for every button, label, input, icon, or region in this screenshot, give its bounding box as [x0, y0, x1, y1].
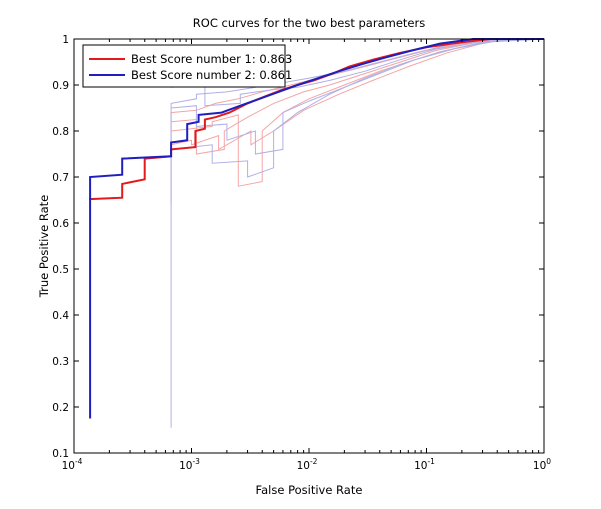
y-axis-ticks: 0.1 0.2 0.3 0.4 0.5 0.6 0.7 0.8 0.9 1: [52, 34, 544, 460]
legend-box: [82, 44, 286, 88]
x-tick-label: 10-4: [62, 457, 83, 472]
y-tick-label: 0.1: [52, 448, 69, 460]
y-tick-label: 0.3: [52, 356, 69, 368]
y-tick-label: 0.6: [52, 218, 69, 230]
background-curve-2: [171, 38, 545, 155]
x-axis-ticks: 10-4 10-3 10-2 10-1 100: [62, 39, 551, 472]
legend: Best Score number 1: 0.863 Best Score nu…: [82, 44, 292, 88]
x-tick-label: 10-1: [414, 457, 435, 472]
y-tick-label: 0.4: [52, 310, 69, 322]
y-tick-label: 0.7: [52, 172, 69, 184]
legend-label-series-2: Best Score number 2: 0.861: [131, 68, 292, 82]
y-tick-label: 0.5: [52, 264, 69, 276]
y-tick-label: 0.2: [52, 402, 69, 414]
y-tick-label: 0.8: [52, 126, 69, 138]
best-curves: [89, 38, 544, 419]
y-tick-label: 1: [62, 34, 69, 46]
background-curves: [170, 38, 545, 428]
legend-label-series-1: Best Score number 1: 0.863: [131, 52, 292, 66]
background-curve-7: [171, 38, 545, 155]
x-axis-label: False Positive Rate: [256, 483, 363, 497]
x-tick-label: 10-3: [179, 457, 200, 472]
x-tick-label: 100: [533, 457, 551, 472]
x-tick-label: 10-2: [297, 457, 318, 472]
y-tick-label: 0.9: [52, 80, 69, 92]
background-curve-5: [170, 38, 544, 428]
background-curve-1: [170, 38, 544, 205]
series-line-2: [89, 38, 544, 419]
background-curve-8: [171, 38, 545, 178]
background-curve-6: [171, 38, 545, 107]
y-axis-label: True Positive Rate: [37, 195, 51, 298]
chart-title: ROC curves for the two best parameters: [193, 16, 425, 30]
